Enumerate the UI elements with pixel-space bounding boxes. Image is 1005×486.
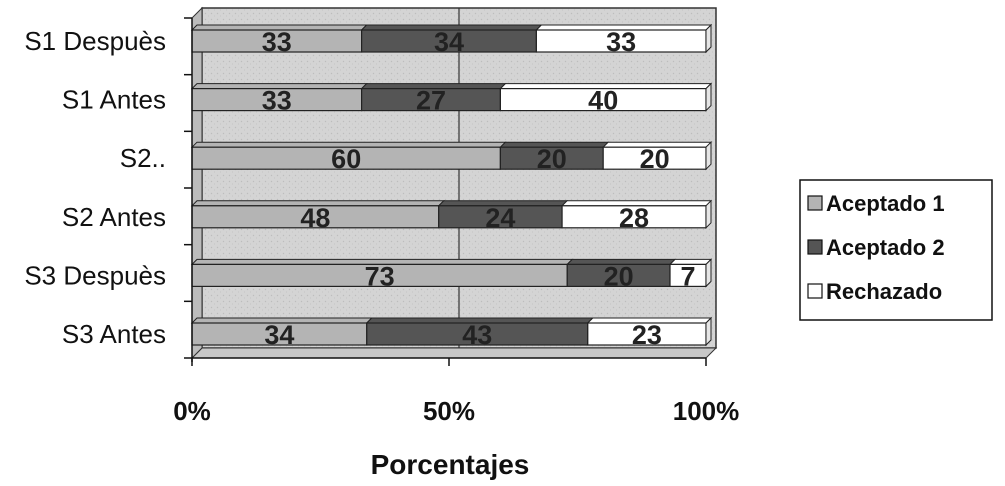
data-label: 20 bbox=[604, 261, 634, 291]
data-label: 60 bbox=[331, 144, 361, 174]
data-label: 40 bbox=[588, 86, 618, 116]
plot-side-wall bbox=[191, 6, 203, 360]
bar-end-face bbox=[705, 23, 712, 54]
bar-end-face bbox=[705, 82, 712, 112]
y-axis: S1 Despuès S1 Antes S2.. S2 Antes S3 Despuès… bbox=[24, 17, 193, 362]
data-label: 24 bbox=[485, 203, 515, 233]
legend-label: Aceptado 2 bbox=[826, 235, 945, 260]
bar-segment bbox=[437, 200, 569, 229]
data-label: 20 bbox=[537, 144, 567, 174]
category-label: S2.. bbox=[120, 143, 166, 173]
legend-swatch bbox=[807, 239, 823, 255]
bar-segment bbox=[190, 258, 574, 287]
bar-segment bbox=[560, 199, 713, 230]
bars-group: 33 34 33 33 27 40 60 20 20 48 24 28 73 20 7 34 43 23 bbox=[190, 23, 713, 350]
bar-end-face bbox=[705, 140, 712, 171]
data-label: 48 bbox=[300, 203, 330, 233]
data-label: 34 bbox=[434, 27, 464, 57]
legend-swatch bbox=[807, 283, 823, 299]
bar-end-face bbox=[705, 316, 712, 347]
bar-end-face bbox=[705, 258, 712, 288]
data-label: 28 bbox=[619, 203, 649, 233]
bar-end-face bbox=[705, 199, 712, 230]
legend-label: Rechazado bbox=[826, 279, 942, 304]
data-label: 33 bbox=[262, 86, 292, 116]
x-axis-title: Porcentajes bbox=[371, 449, 530, 480]
bar-segment bbox=[499, 141, 610, 170]
bar-segment bbox=[668, 258, 713, 288]
legend-box bbox=[799, 179, 993, 321]
x-axis: 0% 50% 100% bbox=[173, 357, 740, 426]
bar-segment bbox=[190, 200, 445, 229]
data-label: 20 bbox=[640, 144, 670, 174]
bar-segment bbox=[360, 83, 507, 112]
bar-segment bbox=[499, 82, 713, 112]
category-label: S2 Antes bbox=[62, 202, 166, 232]
data-label: 23 bbox=[632, 320, 662, 350]
bar-segment bbox=[586, 316, 713, 347]
data-label: 33 bbox=[606, 27, 636, 57]
bar-segment bbox=[535, 23, 713, 54]
category-label: S1 Antes bbox=[62, 85, 166, 115]
x-tick-label: 50% bbox=[423, 396, 475, 426]
category-label: S1 Despuès bbox=[24, 26, 166, 56]
legend-swatch bbox=[807, 195, 823, 211]
plot-area bbox=[190, 6, 718, 360]
bar-segment bbox=[601, 140, 713, 171]
data-label: 7 bbox=[680, 261, 695, 291]
x-tick-label: 100% bbox=[673, 396, 740, 426]
bar-segment bbox=[566, 258, 677, 287]
data-label: 73 bbox=[365, 261, 395, 291]
category-label: S3 Despuès bbox=[24, 260, 166, 290]
x-tick-label: 0% bbox=[173, 396, 211, 426]
legend-label: Aceptado 1 bbox=[826, 191, 945, 216]
legend: Aceptado 1 Aceptado 2 Rechazado bbox=[799, 179, 993, 321]
data-label: 43 bbox=[462, 320, 492, 350]
category-label: S3 Antes bbox=[62, 319, 166, 349]
data-label: 34 bbox=[264, 320, 294, 350]
data-label: 27 bbox=[416, 86, 446, 116]
data-label: 33 bbox=[262, 27, 292, 57]
